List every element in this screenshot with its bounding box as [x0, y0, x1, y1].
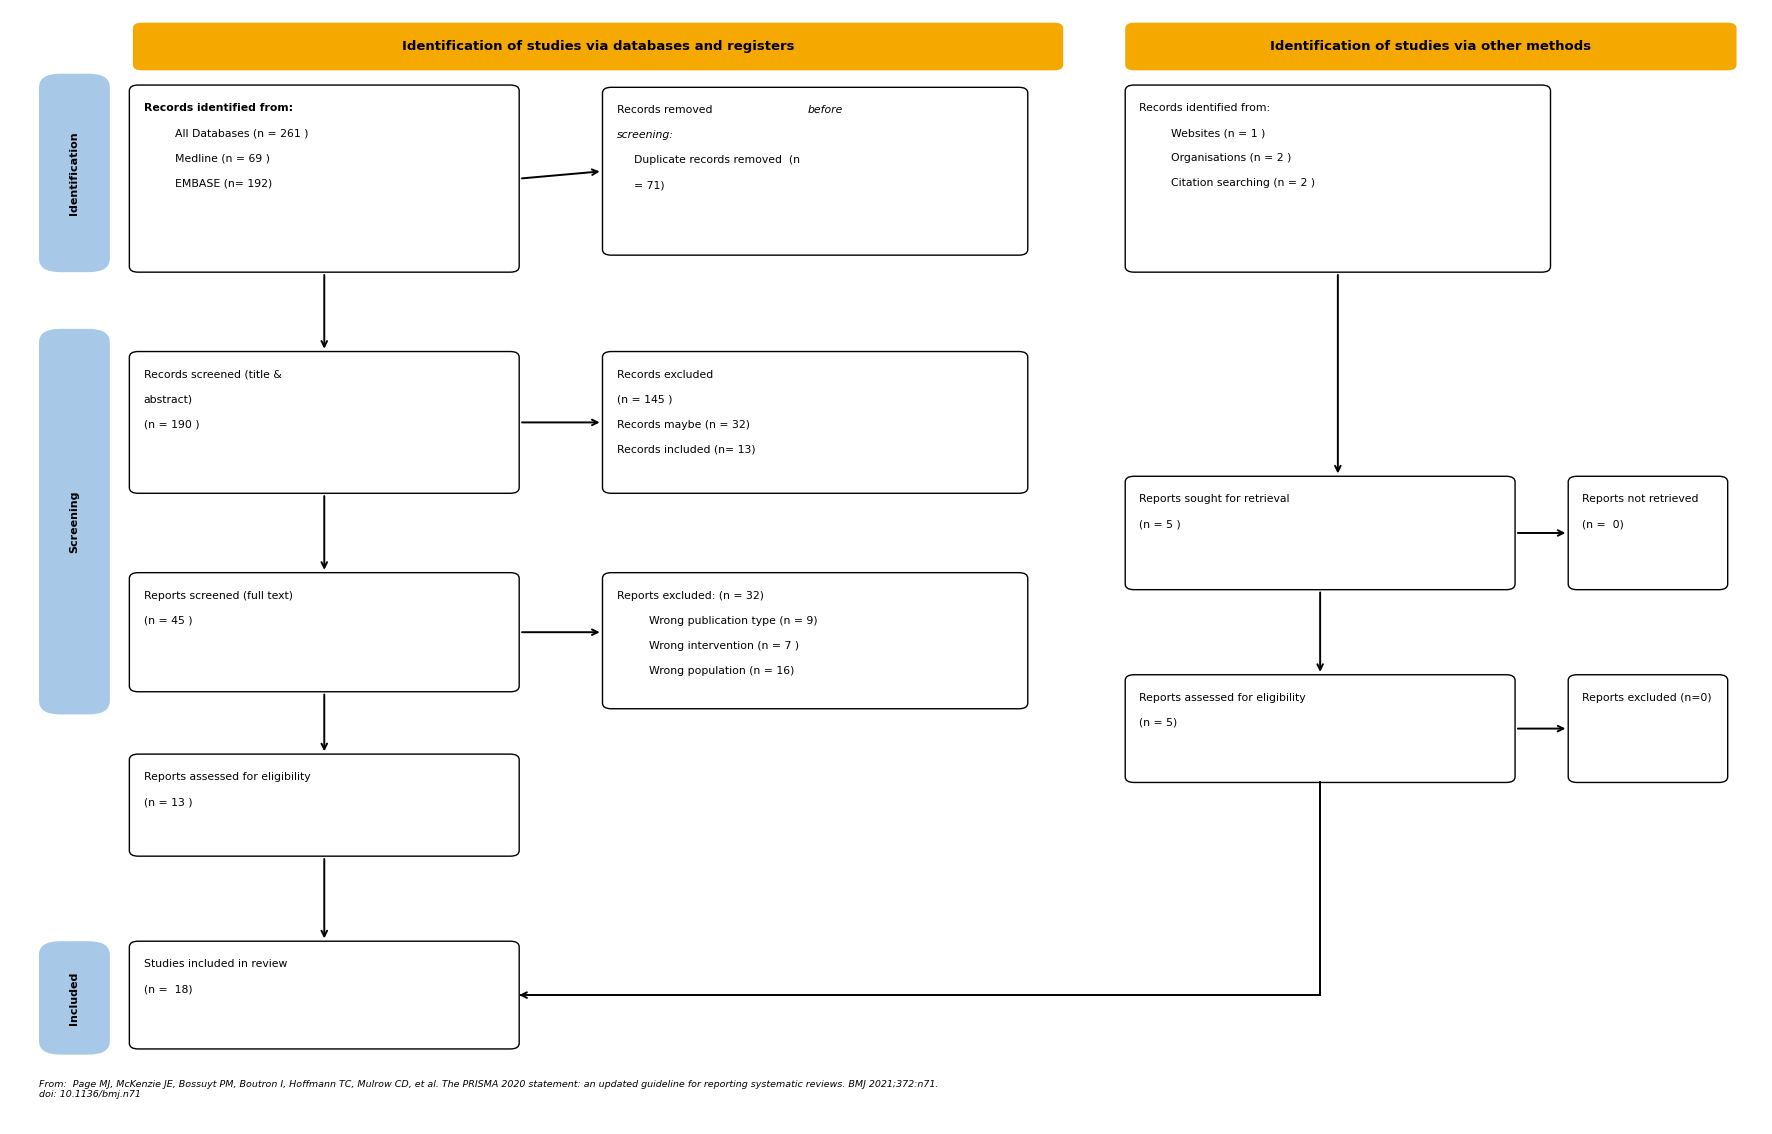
Text: Medline (n = 69 ): Medline (n = 69 ) [175, 153, 271, 163]
FancyBboxPatch shape [129, 85, 519, 272]
Text: Records included (n= 13): Records included (n= 13) [617, 445, 755, 455]
FancyBboxPatch shape [129, 352, 519, 493]
Text: screening:: screening: [617, 130, 673, 141]
Text: Reports not retrieved: Reports not retrieved [1582, 494, 1699, 505]
Text: Identification of studies via databases and registers: Identification of studies via databases … [402, 40, 794, 53]
FancyBboxPatch shape [1125, 85, 1550, 272]
FancyBboxPatch shape [133, 23, 1063, 70]
FancyBboxPatch shape [602, 87, 1028, 255]
Text: Included: Included [69, 971, 80, 1025]
Text: Records screened (title &: Records screened (title & [144, 370, 282, 380]
Text: (n = 145 ): (n = 145 ) [617, 395, 672, 405]
Text: Reports assessed for eligibility: Reports assessed for eligibility [1139, 693, 1306, 703]
Text: (n = 45 ): (n = 45 ) [144, 616, 191, 626]
Text: Records identified from:: Records identified from: [144, 103, 292, 113]
Text: Records removed: Records removed [617, 105, 716, 116]
FancyBboxPatch shape [39, 941, 110, 1055]
Text: Citation searching (n = 2 ): Citation searching (n = 2 ) [1171, 178, 1315, 188]
Text: Wrong intervention (n = 7 ): Wrong intervention (n = 7 ) [649, 641, 799, 651]
Text: abstract): abstract) [144, 395, 193, 405]
Text: Records identified from:: Records identified from: [1139, 103, 1271, 113]
FancyBboxPatch shape [129, 573, 519, 692]
FancyBboxPatch shape [129, 754, 519, 856]
FancyBboxPatch shape [602, 352, 1028, 493]
FancyBboxPatch shape [129, 941, 519, 1049]
Text: (n = 5): (n = 5) [1139, 718, 1178, 728]
FancyBboxPatch shape [39, 329, 110, 714]
Text: All Databases (n = 261 ): All Databases (n = 261 ) [175, 128, 308, 138]
Text: From:  Page MJ, McKenzie JE, Bossuyt PM, Boutron I, Hoffmann TC, Mulrow CD, et a: From: Page MJ, McKenzie JE, Bossuyt PM, … [39, 1080, 939, 1099]
Text: Reports excluded: (n = 32): Reports excluded: (n = 32) [617, 591, 764, 601]
Text: Organisations (n = 2 ): Organisations (n = 2 ) [1171, 153, 1292, 163]
Text: Studies included in review: Studies included in review [144, 959, 287, 970]
FancyBboxPatch shape [1125, 23, 1737, 70]
Text: Records excluded: Records excluded [617, 370, 712, 380]
Text: Wrong publication type (n = 9): Wrong publication type (n = 9) [649, 616, 817, 626]
FancyBboxPatch shape [1125, 675, 1515, 782]
Text: Records maybe (n = 32): Records maybe (n = 32) [617, 420, 750, 430]
Text: EMBASE (n= 192): EMBASE (n= 192) [175, 178, 273, 188]
Text: (n =  18): (n = 18) [144, 984, 191, 995]
Text: Websites (n = 1 ): Websites (n = 1 ) [1171, 128, 1265, 138]
Text: (n = 190 ): (n = 190 ) [144, 420, 198, 430]
Text: Identification of studies via other methods: Identification of studies via other meth… [1271, 40, 1591, 53]
Text: Reports screened (full text): Reports screened (full text) [144, 591, 292, 601]
FancyBboxPatch shape [1568, 675, 1728, 782]
Text: (n = 5 ): (n = 5 ) [1139, 519, 1182, 530]
FancyBboxPatch shape [1568, 476, 1728, 590]
Text: before: before [808, 105, 842, 116]
Text: Wrong population (n = 16): Wrong population (n = 16) [649, 666, 794, 676]
FancyBboxPatch shape [39, 74, 110, 272]
FancyBboxPatch shape [602, 573, 1028, 709]
Text: Duplicate records removed  (n: Duplicate records removed (n [634, 155, 801, 166]
Text: Identification: Identification [69, 132, 80, 214]
Text: (n = 13 ): (n = 13 ) [144, 797, 191, 807]
Text: Reports sought for retrieval: Reports sought for retrieval [1139, 494, 1290, 505]
FancyBboxPatch shape [1125, 476, 1515, 590]
Text: Reports excluded (n=0): Reports excluded (n=0) [1582, 693, 1712, 703]
Text: Screening: Screening [69, 490, 80, 553]
Text: = 71): = 71) [634, 180, 664, 191]
Text: (n =  0): (n = 0) [1582, 519, 1625, 530]
Text: Reports assessed for eligibility: Reports assessed for eligibility [144, 772, 310, 782]
